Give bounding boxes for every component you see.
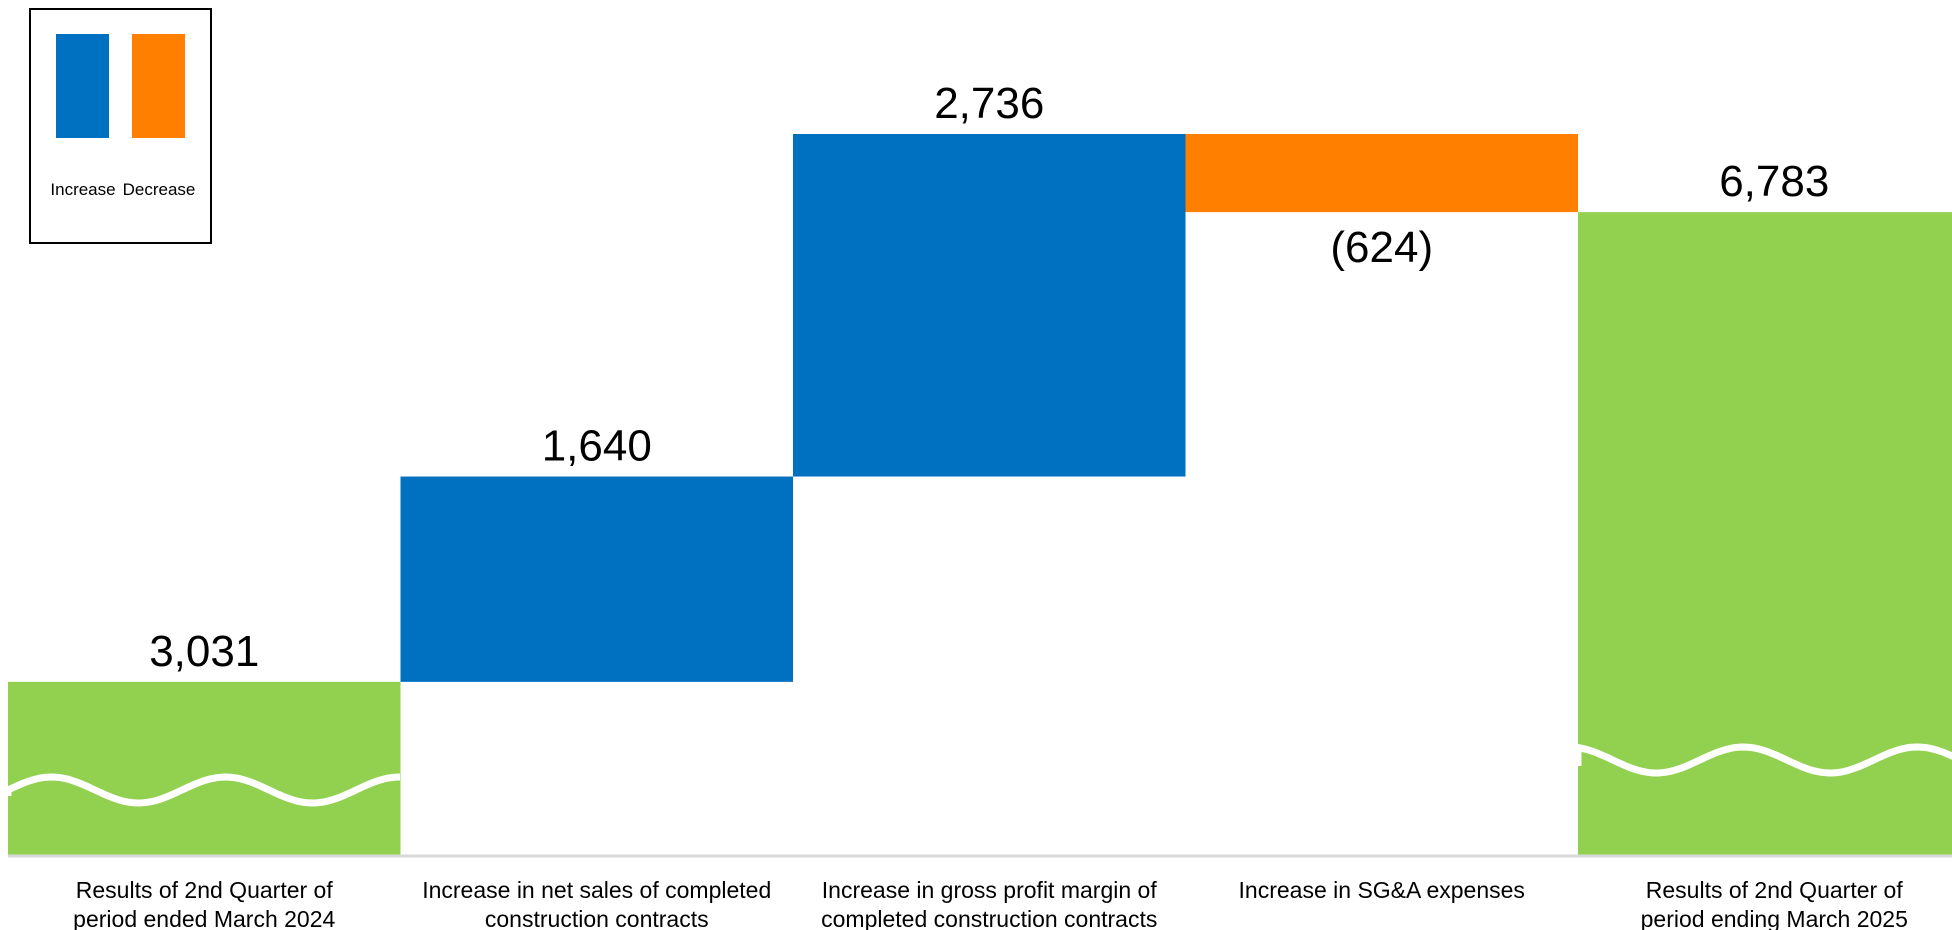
data-label-1: 1,640 [542, 422, 652, 471]
data-label-3: (624) [1330, 223, 1433, 272]
category-label-1-line-1: construction contracts [485, 906, 709, 930]
legend: Increase Decrease [29, 8, 212, 244]
category-label-0-line-1: period ended March 2024 [73, 906, 335, 930]
bar-decrease-3 [1185, 134, 1578, 213]
category-label-4-line-1: period ending March 2025 [1641, 906, 1908, 930]
bar-increase-2 [793, 134, 1186, 477]
legend-label-increase: Increase [50, 180, 116, 199]
legend-label-decrease: Decrease [122, 180, 196, 199]
category-label-2-line-1: completed construction contracts [821, 906, 1157, 930]
data-label-4: 6,783 [1719, 157, 1829, 206]
bar-total-4 [1578, 212, 1952, 857]
bar-increase-1 [400, 476, 793, 682]
axis-break-wave-0 [4, 773, 401, 807]
category-label-0-line-0: Results of 2nd Quarter of [76, 877, 334, 903]
axis-break-wave-4 [1574, 743, 1952, 777]
data-label-0: 3,031 [149, 627, 259, 676]
category-label-1-line-0: Increase in net sales of completed [422, 877, 771, 903]
data-label-2: 2,736 [934, 79, 1044, 128]
legend-swatch-increase [56, 34, 109, 138]
legend-swatch-decrease [132, 34, 185, 138]
category-label-2-line-0: Increase in gross profit margin of [822, 877, 1158, 903]
category-label-3-line-0: Increase in SG&A expenses [1239, 877, 1525, 903]
category-label-4-line-0: Results of 2nd Quarter of [1646, 877, 1904, 903]
bar-total-0 [8, 681, 401, 856]
